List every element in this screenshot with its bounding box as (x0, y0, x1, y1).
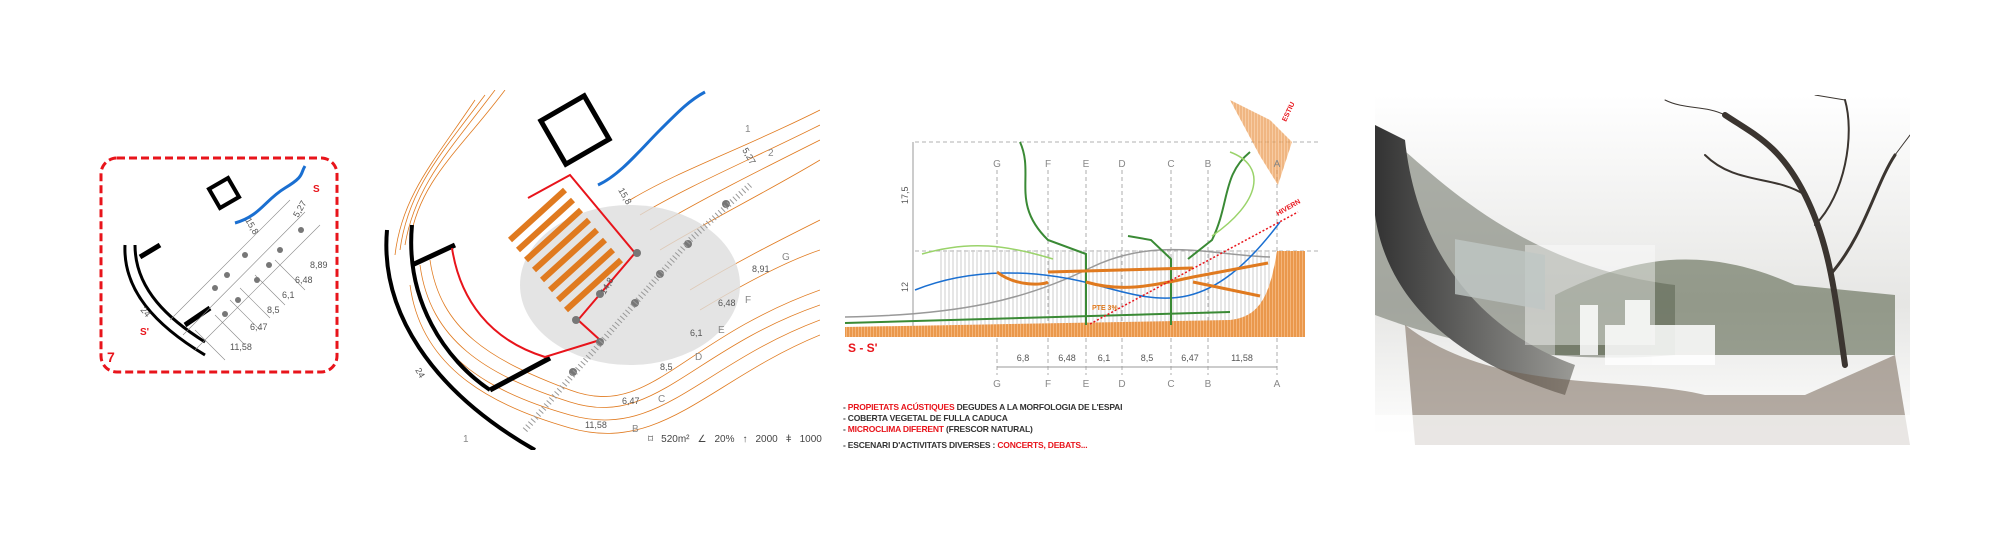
key-plan: 7 S S' 5,27 15,8 8,89 6,48 6,1 8,5 6,47 … (95, 150, 345, 380)
grid-label: G (993, 159, 1001, 170)
dim-label: 8,91 (752, 264, 770, 274)
building-icon (537, 92, 613, 168)
bottom-dim: 8,5 (1141, 353, 1154, 363)
grid-label: D (1118, 159, 1125, 170)
bottom-dim: 6,48 (1058, 353, 1076, 363)
grid-label: A (1274, 379, 1281, 390)
design-notes: - PROPIETATS ACÚSTIQUES DEGUDES A LA MOR… (843, 402, 1122, 451)
note-item: - COBERTA VEGETAL DE FULLA CADUCA (843, 413, 1008, 423)
key-plan-frame (99, 156, 339, 374)
winter-sun-ray (1089, 211, 1299, 325)
grid-label: E (1083, 159, 1090, 170)
section-drawing: S - S' 17,5 12 ESTIU HIVERN PTE 3% G F E… (820, 100, 1380, 395)
slope-icon: ∠ (697, 434, 707, 445)
axis-label: E (718, 325, 725, 336)
ground-section (845, 251, 1305, 337)
dim-label: 6,47 (250, 322, 268, 332)
dim-label: 5,27 (291, 199, 308, 219)
seat-icon: ǂ (785, 434, 792, 445)
dim-label: 11,58 (585, 420, 607, 430)
dim-label: 6,1 (690, 328, 703, 338)
value-a: 2000 (755, 434, 778, 445)
building-icon (206, 175, 242, 211)
area-icon: ⌑ (648, 434, 654, 445)
bottom-dim: 11,58 (1231, 353, 1253, 363)
axis-label: F (745, 295, 751, 306)
section-mark-s: S (313, 184, 320, 195)
dim-label: 6,1 (282, 290, 295, 300)
axis-label: 1 (745, 124, 751, 135)
sun-label-winter: HIVERN (1276, 198, 1302, 217)
dim-label: 8,5 (267, 305, 280, 315)
vertical-dim: 12 (900, 282, 910, 292)
value-b: 1000 (799, 434, 822, 445)
dim-label: 24 (138, 305, 152, 319)
bottom-dim: 6,47 (1181, 353, 1199, 363)
grid-label: E (1083, 379, 1090, 390)
dim-label: 15,8 (616, 186, 633, 206)
dim-label: 15,8 (243, 216, 260, 236)
slope-label: PTE 3% (1092, 305, 1118, 312)
bottom-dim: 6,1 (1098, 353, 1111, 363)
dim-label: 11,58 (230, 342, 252, 352)
dim-label: 6,48 (295, 275, 313, 285)
section-title: S - S' (848, 341, 878, 355)
area-value: 520m² (661, 434, 690, 445)
note-item: - ESCENARI D'ACTIVITATS DIVERSES : CONCE… (843, 440, 1088, 450)
sun-label-summer: ESTIU (1281, 101, 1296, 123)
dim-label: 6,47 (622, 396, 640, 406)
grid-label: F (1045, 159, 1051, 170)
stream-line (597, 90, 706, 187)
dim-label: 5,27 (740, 146, 757, 166)
dim-label: 24 (413, 366, 427, 380)
plan-number: 7 (107, 349, 115, 365)
axis-label: C (658, 394, 665, 405)
site-stats: ⌑ 520m² ∠ 20% ↑ 2000 ǂ 1000 (648, 434, 822, 445)
note-item: - PROPIETATS ACÚSTIQUES DEGUDES A LA MOR… (843, 402, 1123, 412)
canopy-branches (996, 261, 1269, 298)
grid-label: C (1167, 379, 1174, 390)
slope-value: 20% (714, 434, 735, 445)
bottom-dim: 6,8 (1017, 353, 1030, 363)
grid-label: B (1205, 159, 1212, 170)
photo-montage (1375, 94, 1911, 445)
stream-line (234, 165, 307, 225)
grid-label: G (993, 379, 1001, 390)
axis-label: B (632, 424, 639, 435)
tree (1664, 94, 1911, 368)
dim-label: 6,48 (718, 298, 736, 308)
person-icon: ↑ (742, 434, 748, 445)
curved-wall (1375, 125, 1575, 395)
note-item: - MICROCLIMA DIFERENT (FRESCOR NATURAL) (843, 424, 1033, 434)
seating-rows (507, 187, 624, 313)
site-plan: 1 2 G F E D C B 1 5,27 15,8 14,8 8,91 6,… (360, 89, 821, 452)
section-mark-s-prime: S' (140, 327, 149, 338)
vertical-dim: 17,5 (900, 186, 910, 204)
axis-label: 1 (463, 434, 469, 445)
axis-label: G (782, 252, 790, 263)
axis-label: D (695, 352, 702, 363)
tree-profile (1019, 141, 1251, 325)
grid-label: C (1167, 159, 1174, 170)
dim-label: 8,89 (310, 260, 328, 270)
grid-label: F (1045, 379, 1051, 390)
grid-label: D (1118, 379, 1125, 390)
grid-label: B (1205, 379, 1212, 390)
dim-label: 8,5 (660, 362, 673, 372)
axis-label: 2 (768, 148, 774, 159)
audience-silhouettes (1580, 300, 1715, 365)
grid-label: A (1274, 159, 1281, 170)
